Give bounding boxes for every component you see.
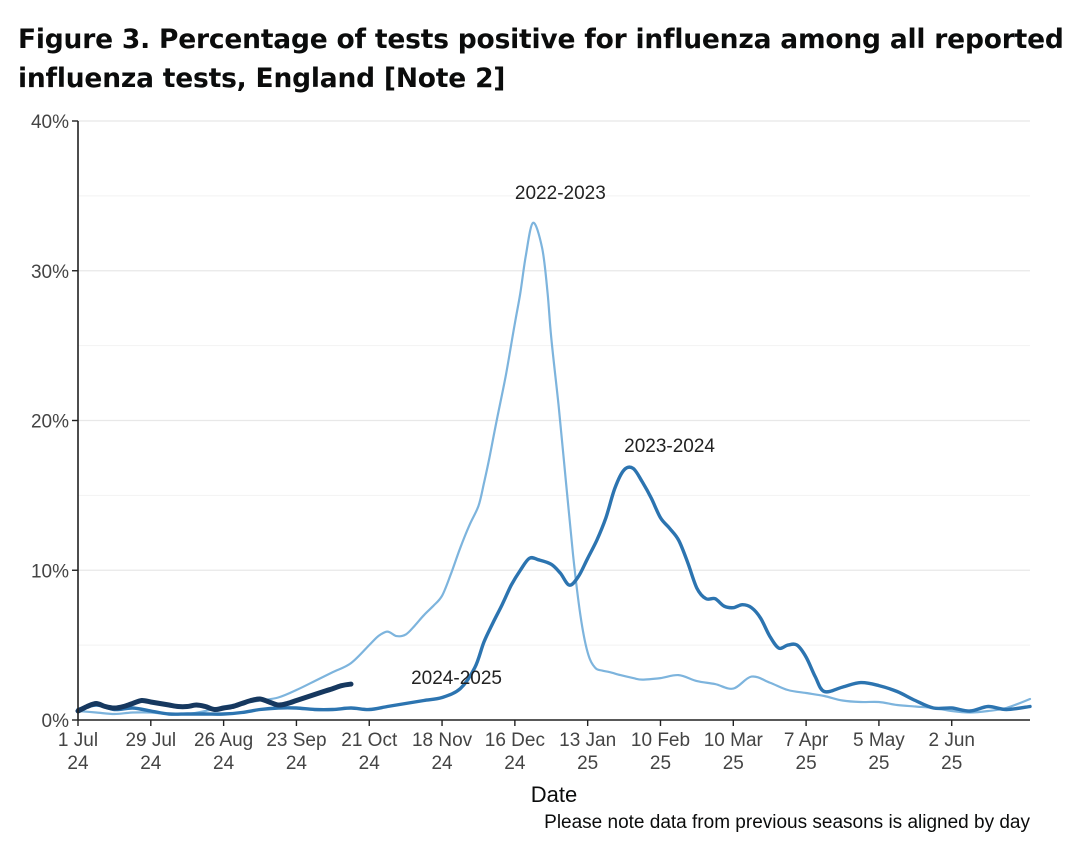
x-tick-label: 10 Mar xyxy=(704,730,764,751)
x-tick-year: 24 xyxy=(140,753,162,774)
x-tick-label: 2 Jun xyxy=(928,730,974,751)
alignment-note: Please note data from previous seasons i… xyxy=(544,812,1030,833)
y-tick-label: 30% xyxy=(31,262,69,283)
series-label-2024-2025: 2024-2025 xyxy=(411,668,502,689)
x-tick-label: 21 Oct xyxy=(341,730,398,751)
x-tick-year: 24 xyxy=(504,753,526,774)
x-tick-year: 25 xyxy=(868,753,889,774)
x-tick-year: 24 xyxy=(431,753,453,774)
series-line-2024-2025 xyxy=(75,681,354,714)
series-line-2023-2024 xyxy=(76,465,1032,716)
series-line-2022-2023 xyxy=(76,221,1032,716)
x-tick-year: 25 xyxy=(796,753,817,774)
x-tick-year: 24 xyxy=(67,753,89,774)
y-tick-label: 10% xyxy=(31,561,69,582)
series-labels: 2022-2023 2023-2024 2024-2025 xyxy=(411,183,715,689)
x-axis-title: Date xyxy=(531,782,577,807)
x-tick-label: 26 Aug xyxy=(194,730,253,751)
y-tick-label: 0% xyxy=(42,711,70,732)
x-tick-year: 25 xyxy=(941,753,962,774)
y-tick-label: 20% xyxy=(31,412,69,433)
x-tick-label: 29 Jul xyxy=(125,730,176,751)
x-tick-label: 13 Jan xyxy=(559,730,616,751)
series-lines xyxy=(75,221,1032,716)
x-tick-year: 25 xyxy=(650,753,671,774)
x-tick-label: 1 Jul xyxy=(58,730,98,751)
x-tick-year: 25 xyxy=(723,753,744,774)
series-label-2022-2023: 2022-2023 xyxy=(515,183,606,204)
y-axis-ticks: 0% 10% 20% 30% 40% xyxy=(31,112,78,732)
x-tick-label: 16 Dec xyxy=(485,730,545,751)
x-tick-year: 24 xyxy=(213,753,235,774)
figure-title: Figure 3. Percentage of tests positive f… xyxy=(18,24,1064,94)
y-tick-label: 40% xyxy=(31,112,69,133)
x-tick-label: 10 Feb xyxy=(631,730,690,751)
x-tick-year: 24 xyxy=(359,753,381,774)
x-tick-label: 5 May xyxy=(853,730,905,751)
x-tick-label: 23 Sep xyxy=(266,730,326,751)
series-label-2023-2024: 2023-2024 xyxy=(624,436,715,457)
x-tick-label: 18 Nov xyxy=(412,730,473,751)
x-tick-label: 7 Apr xyxy=(784,730,829,751)
x-tick-year: 24 xyxy=(286,753,308,774)
x-tick-year: 25 xyxy=(577,753,598,774)
gridlines xyxy=(78,120,1030,646)
